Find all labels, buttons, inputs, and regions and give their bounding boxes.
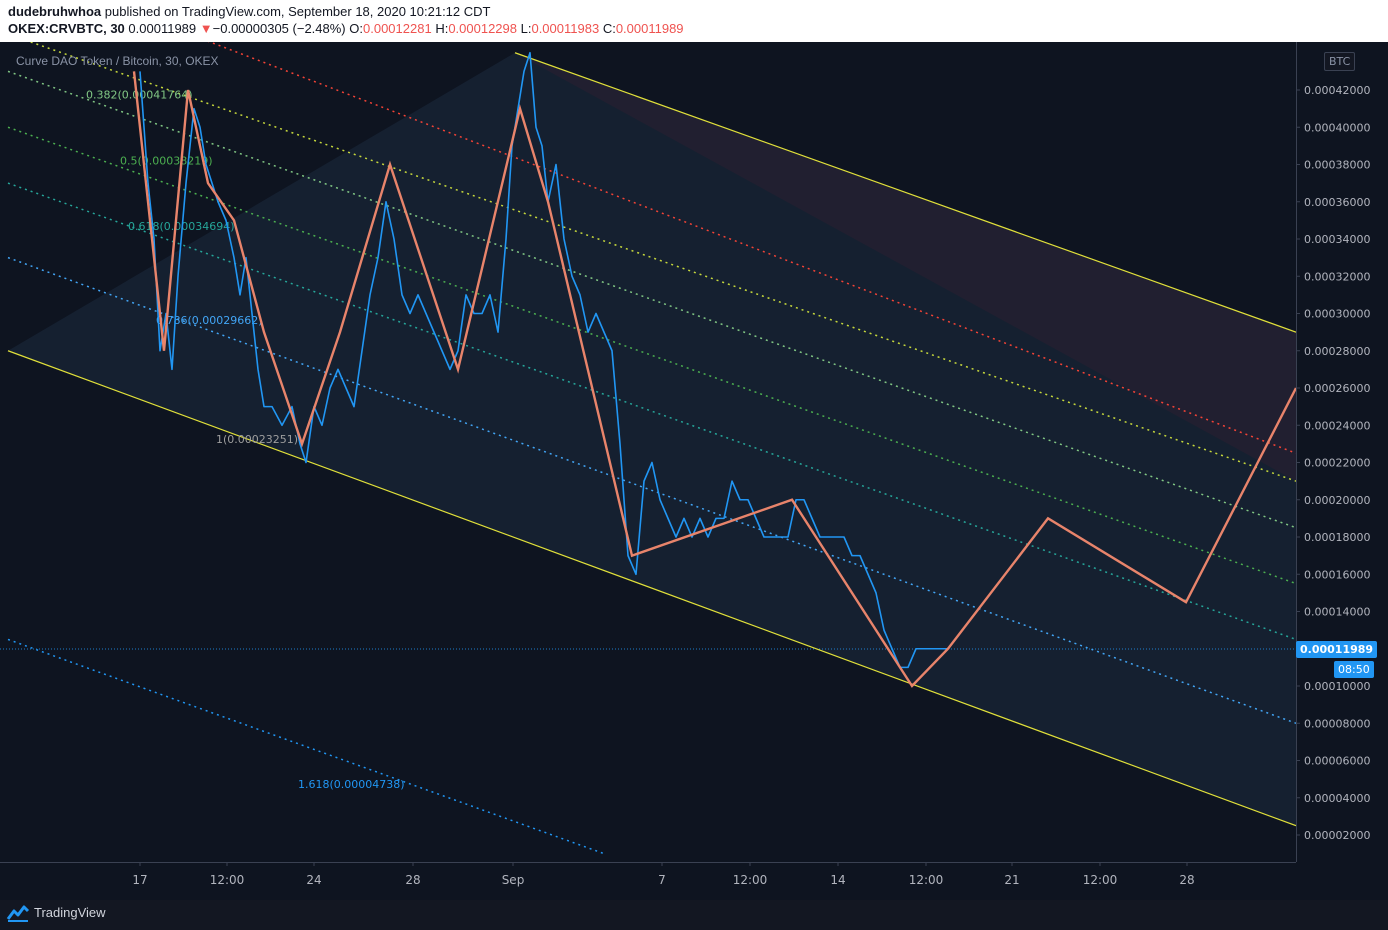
down-arrow-icon: ▼ — [199, 21, 213, 36]
y-tick-label: 0.00040000 — [1304, 121, 1370, 134]
y-tick-label: 0.00004000 — [1304, 792, 1370, 805]
y-tick-label: 0.00018000 — [1304, 531, 1370, 544]
price-axis-bg — [1296, 42, 1388, 900]
price-series-line[interactable] — [139, 51, 948, 669]
fib-level-label: 1.618(0.00004738) — [298, 778, 405, 791]
open-value: 0.00012281 — [363, 21, 432, 36]
fib-level-line-3[interactable] — [7, 256, 1296, 724]
tradingview-logo-icon[interactable] — [6, 903, 30, 925]
low-label: L: — [520, 21, 532, 36]
currency-badge[interactable]: BTC — [1324, 52, 1356, 71]
y-tick-label: 0.00038000 — [1304, 159, 1370, 172]
y-tick-label: 0.00030000 — [1304, 308, 1370, 321]
y-tick-label: 0.00008000 — [1304, 717, 1370, 730]
ohlc-line: OKEX:CRVBTC, 30 0.00011989 ▼−0.00000305 … — [8, 21, 684, 36]
x-tick-label: 17 — [132, 873, 147, 887]
fib-level-label: 0.618(0.00034694) — [128, 220, 235, 233]
x-tick-label: 7 — [658, 873, 666, 887]
low-value: 0.00011983 — [531, 21, 600, 36]
y-tick-label: 0.00010000 — [1304, 680, 1370, 693]
chart-area[interactable]: 0.382(0.00041764) 0.5(0.00038219) 0.618(0.… — [0, 42, 1388, 900]
brand-name[interactable]: TradingView — [34, 905, 106, 920]
legend-title: Curve DAO Token / Bitcoin, 30, OKEX — [16, 54, 219, 68]
zigzag-projection-line[interactable] — [132, 71, 1296, 688]
fib-level-label: 0.786(0.00029662) — [156, 314, 263, 327]
last-price: 0.00011989 — [128, 21, 197, 36]
x-tick-label: 12:00 — [210, 873, 245, 887]
upper-band-fill — [515, 52, 1296, 482]
x-tick-label: 24 — [306, 873, 321, 887]
y-tick-label: 0.00014000 — [1304, 606, 1370, 619]
y-tick-label: 0.00016000 — [1304, 568, 1370, 581]
y-tick-label: 0.00020000 — [1304, 494, 1370, 507]
open-label: O: — [349, 21, 363, 36]
extra-level-line-0[interactable] — [140, 42, 1296, 454]
y-tick-label: 0.00002000 — [1304, 829, 1370, 842]
publish-line: dudebruhwhoa published on TradingView.co… — [8, 4, 490, 19]
y-tick-label: 0.00042000 — [1304, 84, 1370, 97]
channel-upper-line[interactable] — [514, 52, 1296, 333]
x-tick-label: 14 — [830, 873, 845, 887]
footer: TradingView — [0, 900, 1388, 930]
x-tick-label: 28 — [1179, 873, 1194, 887]
price-change: −0.00000305 (−2.48%) — [212, 21, 346, 36]
close-label: C: — [602, 21, 616, 36]
high-label: H: — [435, 21, 449, 36]
y-tick-label: 0.00028000 — [1304, 345, 1370, 358]
countdown-badge: 08:50 — [1334, 661, 1374, 678]
x-tick-label: 21 — [1004, 873, 1019, 887]
fib-level-label: 0.382(0.00041764) — [86, 88, 193, 101]
channel-fill — [8, 52, 1296, 826]
y-tick-label: 0.00026000 — [1304, 382, 1370, 395]
chart-header: dudebruhwhoa published on TradingView.co… — [0, 0, 1388, 42]
symbol-label: OKEX:CRVBTC, 30 — [8, 21, 125, 36]
x-tick-label: 28 — [405, 873, 420, 887]
fib-level-line-5[interactable] — [7, 638, 605, 855]
x-tick-label: 12:00 — [909, 873, 944, 887]
x-tick-label: Sep — [502, 873, 525, 887]
close-value: 0.00011989 — [615, 21, 684, 36]
channel-lower-line[interactable] — [7, 350, 1296, 827]
current-price-badge: 0.00011989 — [1296, 641, 1378, 658]
y-tick-label: 0.00032000 — [1304, 270, 1370, 283]
published-text: published on TradingView.com, September … — [104, 4, 491, 19]
x-tick-label: 12:00 — [733, 873, 768, 887]
fib-level-label: 1(0.00023251) — [216, 433, 298, 446]
y-tick-label: 0.00036000 — [1304, 196, 1370, 209]
author-name[interactable]: dudebruhwhoa — [8, 4, 102, 19]
chart-canvas[interactable]: 0.382(0.00041764) 0.5(0.00038219) 0.618(0.… — [0, 42, 1388, 900]
y-tick-label: 0.00006000 — [1304, 755, 1370, 768]
y-tick-label: 0.00034000 — [1304, 233, 1370, 246]
x-tick-label: 12:00 — [1083, 873, 1118, 887]
y-tick-label: 0.00024000 — [1304, 419, 1370, 432]
high-value: 0.00012298 — [448, 21, 517, 36]
y-tick-label: 0.00022000 — [1304, 457, 1370, 470]
fib-level-label: 0.5(0.00038219) — [120, 154, 213, 167]
